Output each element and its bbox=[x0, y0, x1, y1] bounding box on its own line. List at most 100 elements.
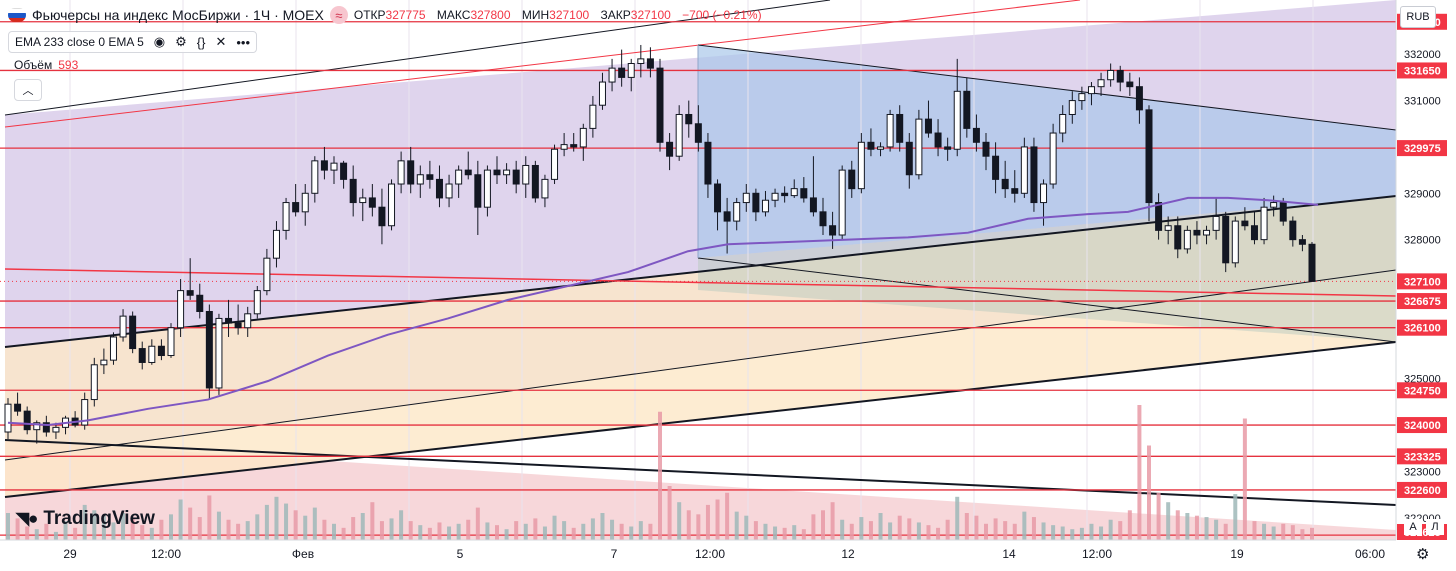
candle-body bbox=[838, 169, 846, 236]
time-tick-label: 12:00 bbox=[1082, 547, 1112, 561]
more-icon[interactable]: ••• bbox=[236, 34, 250, 50]
collapse-legend-button[interactable]: ︿ bbox=[14, 79, 42, 101]
volume-bar bbox=[456, 523, 461, 540]
auto-scale-button[interactable]: A bbox=[1404, 519, 1422, 535]
candle-body bbox=[944, 146, 952, 150]
russia-flag-icon bbox=[8, 8, 26, 22]
close-icon[interactable]: ✕ bbox=[215, 34, 227, 49]
candle-body bbox=[311, 160, 319, 194]
volume-bar bbox=[332, 523, 336, 540]
candle-body bbox=[1040, 183, 1048, 204]
volume-bar bbox=[734, 511, 739, 540]
volume-bar bbox=[552, 515, 557, 540]
candle-body bbox=[493, 169, 501, 176]
candle-body bbox=[608, 67, 616, 83]
candle-body bbox=[129, 315, 137, 350]
volume-bar bbox=[744, 515, 749, 540]
volume-bar bbox=[1079, 527, 1084, 540]
candle-body bbox=[714, 183, 722, 213]
change-value: −700 (−0.21%) bbox=[682, 8, 762, 22]
candle-body bbox=[685, 113, 693, 125]
volume-bar bbox=[1137, 405, 1142, 540]
candle-body bbox=[742, 192, 750, 204]
volume-bar bbox=[6, 513, 10, 540]
volume-bar bbox=[1166, 502, 1171, 540]
time-tick-label: 12:00 bbox=[695, 547, 725, 561]
candle-body bbox=[1260, 206, 1268, 241]
time-axis-background bbox=[0, 540, 1396, 571]
candle-body bbox=[1068, 100, 1076, 115]
candle-body bbox=[157, 345, 165, 357]
volume-bar bbox=[926, 525, 931, 540]
candle-body bbox=[292, 202, 300, 213]
open-label: ОТКР bbox=[353, 8, 386, 22]
volume-bar bbox=[945, 519, 950, 540]
candle-body bbox=[1107, 69, 1115, 81]
volume-bar bbox=[312, 507, 317, 540]
settings-icon[interactable]: ⚙ bbox=[175, 34, 187, 49]
volume-bar bbox=[73, 527, 78, 540]
log-scale-button[interactable]: Л bbox=[1426, 519, 1444, 535]
volume-bar bbox=[495, 525, 499, 540]
candle-body bbox=[589, 104, 597, 129]
indicator-legend[interactable]: EMA 233 close 0 EMA 5 ◉ ⚙ {} ✕ ••• bbox=[8, 31, 257, 53]
volume-bar bbox=[638, 521, 643, 540]
currency-selector[interactable]: RUB bbox=[1400, 6, 1436, 28]
volume-bar bbox=[590, 518, 595, 540]
volume-bar bbox=[1051, 525, 1056, 540]
volume-bar bbox=[658, 411, 662, 540]
ema-233-line bbox=[7, 196, 1319, 427]
candle-body bbox=[474, 174, 482, 208]
chart-settings-icon[interactable]: ⚙ bbox=[1416, 546, 1430, 563]
candle-body bbox=[877, 146, 885, 150]
candle-body bbox=[225, 317, 233, 324]
candle-body bbox=[666, 141, 674, 157]
volume-bar bbox=[600, 513, 605, 540]
time-tick-label: 5 bbox=[457, 547, 464, 561]
volume-bar bbox=[130, 518, 135, 540]
volume-bar bbox=[207, 495, 212, 540]
volume-bar bbox=[1156, 492, 1161, 540]
volume-bar bbox=[53, 531, 58, 540]
wedge-fill bbox=[698, 197, 1396, 342]
candle-body bbox=[1289, 220, 1297, 241]
volume-bar bbox=[1118, 521, 1123, 540]
volume-bar bbox=[1262, 523, 1267, 540]
candle-body bbox=[1231, 220, 1239, 264]
volume-bar bbox=[1204, 517, 1209, 540]
volume-bar bbox=[418, 525, 423, 540]
candle-body bbox=[867, 141, 875, 150]
volume-bar bbox=[1271, 526, 1276, 540]
candle-body bbox=[1059, 113, 1067, 134]
chart-title[interactable]: Фьючерсы на индекс МосБиржи · 1Ч · MOEX bbox=[32, 7, 324, 23]
candle-body bbox=[694, 123, 702, 143]
volume-bar bbox=[437, 522, 442, 540]
volume-bar bbox=[1223, 523, 1228, 540]
candle-body bbox=[359, 197, 367, 204]
candle-body bbox=[1011, 188, 1019, 194]
volume-bar bbox=[1242, 418, 1247, 540]
price-level-tag bbox=[1397, 481, 1447, 498]
candle-body bbox=[1203, 229, 1211, 236]
candle-body bbox=[579, 127, 587, 148]
candle-body bbox=[656, 67, 664, 143]
candle-body bbox=[205, 310, 213, 389]
volume-bar bbox=[197, 517, 202, 540]
time-tick-label: 12:00 bbox=[151, 547, 181, 561]
candle-body bbox=[100, 359, 108, 366]
candle-body bbox=[483, 169, 491, 208]
candle-body bbox=[81, 399, 89, 426]
candle-body bbox=[1145, 109, 1153, 204]
volume-bar bbox=[888, 522, 893, 540]
time-tick-label: 29 bbox=[63, 547, 77, 561]
volume-bar bbox=[1194, 515, 1199, 540]
eye-icon[interactable]: ◉ bbox=[153, 34, 166, 49]
source-code-icon[interactable]: {} bbox=[196, 34, 206, 50]
volume-bar bbox=[25, 526, 30, 540]
candle-body bbox=[1049, 132, 1057, 185]
candle-body bbox=[416, 174, 424, 185]
candle-body bbox=[531, 164, 539, 199]
compare-icon[interactable]: ≈ bbox=[329, 6, 348, 24]
volume-bar bbox=[341, 527, 346, 540]
